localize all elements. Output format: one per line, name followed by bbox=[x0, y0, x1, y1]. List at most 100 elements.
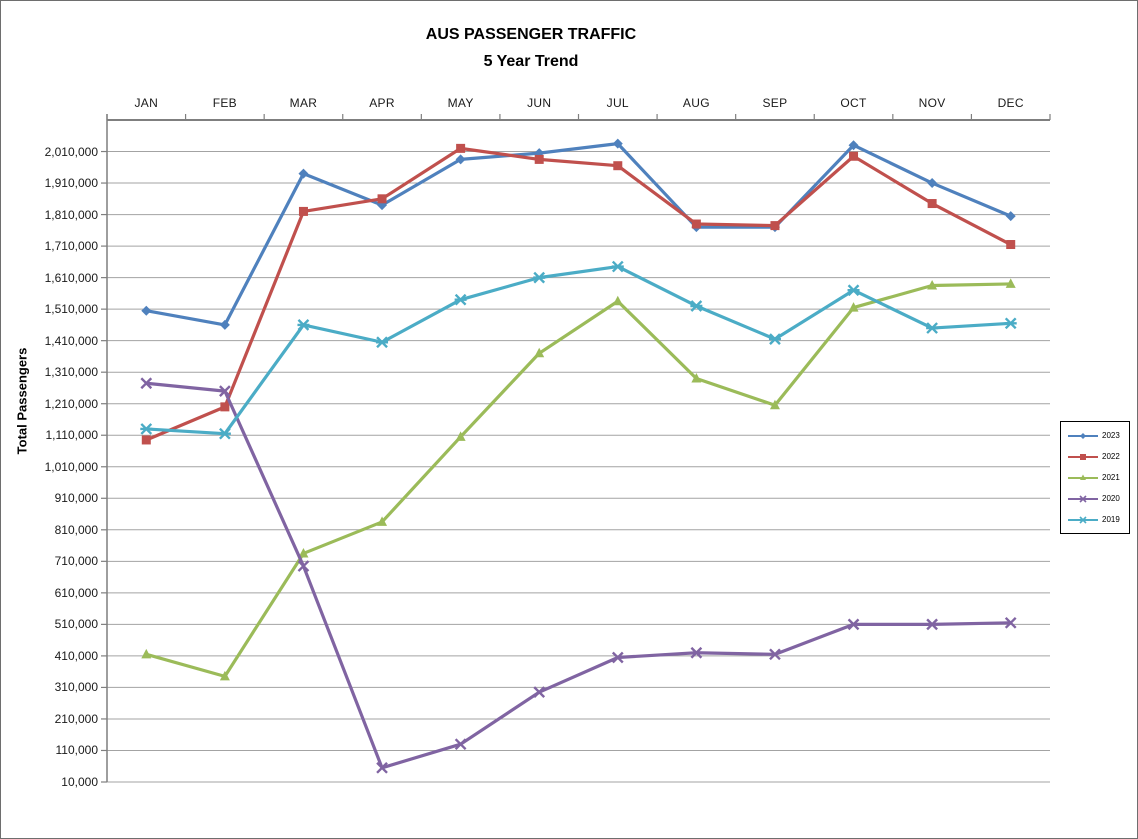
diamond-marker bbox=[1005, 211, 1016, 222]
square-marker bbox=[770, 221, 780, 231]
x-marker bbox=[1079, 494, 1087, 503]
x-marker bbox=[297, 560, 310, 572]
y-tick-label: 2,010,000 bbox=[44, 144, 98, 159]
y-tick-label: 710,000 bbox=[54, 554, 98, 569]
legend-swatch bbox=[1068, 432, 1098, 439]
legend-label: 2021 bbox=[1102, 473, 1120, 482]
square-marker bbox=[1080, 453, 1086, 460]
x-tick-label: SEP bbox=[762, 96, 788, 110]
square-marker bbox=[1006, 240, 1016, 250]
diamond-marker bbox=[1080, 432, 1086, 439]
x-tick-label: APR bbox=[369, 96, 395, 110]
square-marker bbox=[534, 154, 544, 164]
x-tick-label: AUG bbox=[682, 96, 710, 110]
series-2021 bbox=[141, 278, 1016, 681]
triangle-marker bbox=[848, 302, 859, 312]
legend: 2023 2022 2021 2020 2019 bbox=[1060, 421, 1130, 534]
y-tick-label: 1,410,000 bbox=[44, 333, 98, 348]
y-tick-label: 410,000 bbox=[54, 648, 98, 663]
star-marker bbox=[533, 271, 546, 284]
triangle-marker bbox=[455, 431, 466, 441]
square-marker bbox=[691, 219, 701, 229]
diamond-marker bbox=[298, 168, 309, 179]
legend-entry-2021: 2021 bbox=[1067, 472, 1127, 484]
x-tick-label: FEB bbox=[212, 96, 237, 110]
y-tick-label: 510,000 bbox=[54, 617, 98, 632]
x-marker bbox=[454, 738, 467, 751]
x-marker bbox=[1004, 616, 1017, 629]
legend-entry-2020: 2020 bbox=[1067, 493, 1127, 505]
x-tick-label: OCT bbox=[840, 96, 867, 110]
series-line-2020 bbox=[146, 381, 1011, 770]
legend-swatch bbox=[1068, 453, 1098, 460]
y-tick-label: 910,000 bbox=[54, 491, 98, 506]
star-marker bbox=[1079, 515, 1087, 524]
square-marker bbox=[377, 194, 387, 204]
x-tick-label: JUL bbox=[606, 96, 629, 110]
y-tick-label: 1,310,000 bbox=[44, 365, 98, 380]
star-marker bbox=[690, 300, 703, 312]
triangle-marker bbox=[298, 547, 309, 558]
triangle-marker bbox=[377, 516, 388, 526]
y-tick-label: 210,000 bbox=[54, 711, 98, 726]
triangle-marker bbox=[612, 295, 623, 306]
legend-label: 2019 bbox=[1102, 515, 1120, 524]
square-marker bbox=[220, 402, 230, 412]
x-marker bbox=[219, 385, 231, 397]
star-marker bbox=[611, 260, 624, 273]
y-tick-label: 1,010,000 bbox=[44, 459, 98, 474]
x-marker bbox=[140, 377, 153, 390]
y-tick-label: 1,810,000 bbox=[44, 207, 98, 222]
square-marker bbox=[927, 199, 937, 209]
x-tick-label: DEC bbox=[997, 96, 1024, 110]
series-2022 bbox=[141, 143, 1016, 445]
x-marker bbox=[847, 618, 860, 631]
legend-swatch bbox=[1068, 515, 1098, 524]
x-tick-label: MAY bbox=[447, 96, 474, 110]
y-tick-label: 310,000 bbox=[54, 680, 98, 695]
y-tick-label: 610,000 bbox=[54, 585, 98, 600]
y-tick-label: 810,000 bbox=[54, 522, 98, 537]
legend-entry-2019: 2019 bbox=[1067, 514, 1127, 526]
triangle-marker bbox=[927, 280, 938, 290]
series-2023 bbox=[141, 138, 1016, 330]
square-marker bbox=[298, 206, 308, 216]
series-line-2019 bbox=[146, 264, 1011, 436]
y-tick-label: 1,610,000 bbox=[44, 270, 98, 285]
star-marker bbox=[768, 333, 781, 345]
triangle-marker bbox=[534, 347, 545, 358]
triangle-marker bbox=[769, 399, 780, 410]
triangle-marker bbox=[219, 670, 230, 681]
star-marker bbox=[926, 322, 939, 334]
square-marker bbox=[613, 161, 623, 171]
chart-title: AUS PASSENGER TRAFFIC 5 Year Trend bbox=[1, 21, 1061, 75]
diamond-marker bbox=[927, 178, 938, 189]
y-tick-label: 10,000 bbox=[61, 775, 98, 789]
x-tick-label: NOV bbox=[918, 96, 946, 110]
series-line-2022 bbox=[145, 146, 1012, 442]
triangle-marker bbox=[1080, 474, 1086, 480]
star-marker bbox=[1004, 317, 1017, 330]
x-marker bbox=[533, 686, 546, 699]
triangle-marker bbox=[691, 372, 702, 383]
square-marker bbox=[141, 435, 151, 445]
series-line-2023 bbox=[146, 142, 1012, 327]
y-tick-label: 1,710,000 bbox=[44, 239, 98, 254]
triangle-marker bbox=[141, 648, 152, 659]
x-tick-label: JAN bbox=[134, 96, 159, 110]
y-tick-label: 1,110,000 bbox=[45, 428, 99, 443]
legend-swatch bbox=[1068, 494, 1098, 503]
series-2020 bbox=[140, 377, 1017, 774]
x-marker bbox=[690, 646, 703, 659]
legend-entry-2023: 2023 bbox=[1067, 430, 1127, 442]
diamond-marker bbox=[848, 140, 859, 151]
x-marker bbox=[376, 761, 388, 774]
y-tick-label: 1,210,000 bbox=[44, 396, 98, 411]
y-tick-label: 110,000 bbox=[55, 743, 99, 758]
legend-label: 2020 bbox=[1102, 494, 1120, 503]
square-marker bbox=[456, 143, 466, 153]
star-marker bbox=[847, 284, 860, 297]
diamond-marker bbox=[612, 138, 623, 149]
diamond-marker bbox=[219, 319, 230, 330]
square-marker bbox=[849, 151, 859, 161]
